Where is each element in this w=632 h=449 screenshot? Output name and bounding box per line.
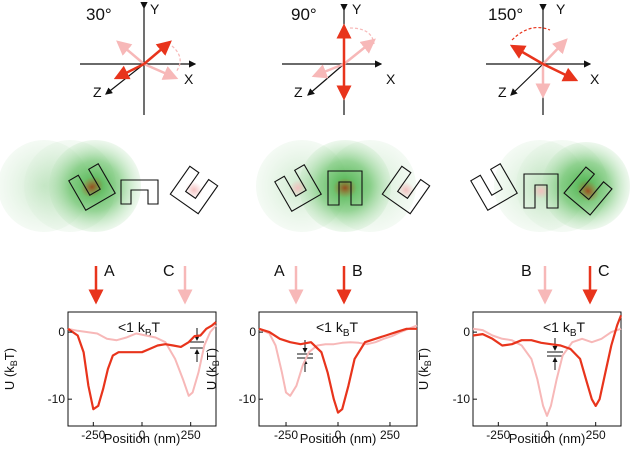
x-tick-label: 0 <box>335 428 342 442</box>
axes-diagram: Y X Z <box>282 1 396 115</box>
u-shape <box>470 163 518 211</box>
red-arrow <box>542 62 579 82</box>
series-strong <box>258 327 417 414</box>
position-label-B: B <box>521 263 532 280</box>
angle-label: 90° <box>291 5 317 24</box>
position-label-C: C <box>163 263 175 280</box>
x-tick-label: 250 <box>586 428 606 442</box>
u-shape <box>381 165 431 215</box>
panel-90: 90° Y X Z <box>204 1 431 446</box>
series-strong <box>67 321 217 411</box>
x-tick-label: -250 <box>486 428 510 442</box>
particle-illustration <box>256 140 431 232</box>
pale-arrow <box>343 38 376 65</box>
panel-150: 150° Y X Z <box>416 1 630 446</box>
panel-30: 30° Y X Z <box>0 1 219 446</box>
y-axis-label: U (kBT) <box>204 348 221 390</box>
axis-y-label: Y <box>150 1 160 17</box>
particle-illustration <box>470 140 630 232</box>
x-axis-label: Position (nm) <box>509 431 586 446</box>
axis-z-label: Z <box>498 84 507 100</box>
position-label-A: A <box>274 263 285 280</box>
axis-z-label: Z <box>294 84 303 100</box>
angle-label: 30° <box>86 5 112 24</box>
pale-arrow <box>143 62 179 80</box>
energy-annotation: <1 kBT <box>118 319 161 339</box>
energy-annotation: <1 kBT <box>316 319 359 339</box>
pale-arrow <box>311 62 345 79</box>
energy-chart: <1 kBT U (kBT) Position (nm) -250 0 250 0 -1… <box>204 311 418 446</box>
position-label-A: A <box>104 263 115 280</box>
red-arrow <box>113 62 145 80</box>
pale-arrow <box>116 40 145 65</box>
axis-z-label: Z <box>93 84 102 100</box>
axis-x-label: X <box>386 71 396 87</box>
y-tick-label: -10 <box>48 392 66 406</box>
y-tick-label: 0 <box>463 325 470 339</box>
series-strong <box>472 315 623 407</box>
u-shape <box>327 170 363 206</box>
red-arrow <box>509 44 544 66</box>
red-arrow <box>143 40 172 65</box>
particle-illustration <box>0 140 219 232</box>
energy-chart: <1 kBT U (kBT) Position (nm) -250 0 250 0 -1… <box>416 311 623 446</box>
u-shape <box>120 179 159 205</box>
y-axis-label: U (kBT) <box>416 348 433 390</box>
u-shape <box>523 173 559 209</box>
x-axis-label: Position (nm) <box>300 431 377 446</box>
axes-diagram: Y X Z <box>80 1 197 115</box>
pale-arrow <box>542 38 568 65</box>
u-shape <box>169 165 219 215</box>
y-tick-label: 0 <box>58 325 65 339</box>
u-shape <box>274 164 322 212</box>
position-label-B: B <box>352 263 363 280</box>
series-faint <box>67 324 217 397</box>
x-tick-label: 250 <box>181 428 201 442</box>
axis-x-label: X <box>184 71 194 87</box>
x-tick-label: 0 <box>544 428 551 442</box>
position-label-C: C <box>598 263 610 280</box>
u-shape <box>68 163 116 211</box>
u-shape <box>563 166 613 216</box>
series-faint <box>472 327 622 417</box>
energy-annotation: <1 kBT <box>543 319 586 339</box>
axes-diagram: Y X Z <box>486 1 600 115</box>
axis-y-label: Y <box>352 1 362 17</box>
angle-label: 150° <box>488 5 523 24</box>
x-axis-label: Position (nm) <box>104 431 181 446</box>
y-tick-label: 0 <box>249 325 256 339</box>
energy-chart: <1 kBT U (kBT) Position (nm) -250 0 250 0 -1… <box>2 311 217 446</box>
axis-x-label: X <box>590 71 600 87</box>
x-tick-label: 0 <box>139 428 146 442</box>
y-tick-label: -10 <box>453 392 471 406</box>
axis-y-label: Y <box>556 1 566 17</box>
y-axis-label: U (kBT) <box>2 348 19 390</box>
series-faint <box>258 324 418 397</box>
y-tick-label: -10 <box>239 392 257 406</box>
x-tick-label: -250 <box>81 428 105 442</box>
x-tick-label: 250 <box>380 428 400 442</box>
x-tick-label: -250 <box>274 428 298 442</box>
